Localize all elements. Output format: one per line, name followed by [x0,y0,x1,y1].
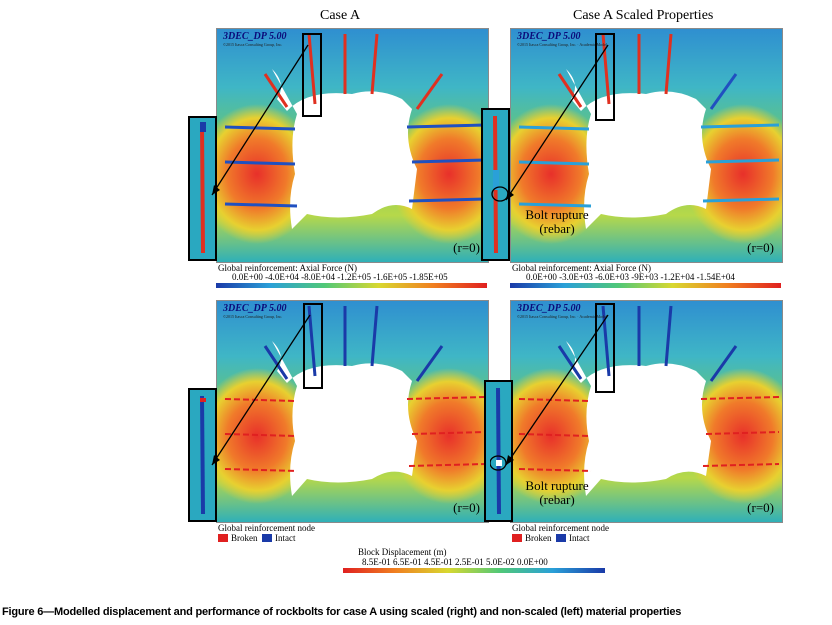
figure-caption: Figure 6—Modelled displacement and perfo… [2,606,682,618]
bolt-inset [484,380,513,522]
software-watermark: 3DEC_DP 5.00 [517,303,581,314]
axial-legend-ticks: 0.0E+00 -3.0E+03 -6.0E+03 -9E+03 -1.2E+0… [526,272,735,282]
panel-node-case-a: 3DEC_DP 5.00 ©2015 Itasca Consulting Gro… [216,300,489,523]
model-plot [217,29,488,262]
r-label: (r=0) [747,500,774,515]
bolt-rupture-type: (rebar) [539,221,575,236]
panel-axial-case-a-scaled: 3DEC_DP 5.00 ©2015 Itasca Consulting Gro… [510,28,783,263]
bolt-inset [188,388,217,522]
watermark-copyright: ©2015 Itasca Consulting Group, Inc. · Ac… [517,314,608,319]
r-label: (r=0) [453,500,480,515]
intact-label: Intact [275,533,296,543]
r-label: (r=0) [453,240,480,255]
pointer-arrow [211,44,309,196]
axial-legend-title: Global reinforcement: Axial Force (N) [512,263,651,273]
node-legend-items: Broken Intact [218,533,296,543]
broken-swatch [218,534,228,542]
axial-legend-title: Global reinforcement: Axial Force (N) [218,263,357,273]
bolt-selection-box [595,303,615,393]
block-colorbar [343,568,605,573]
node-legend-title: Global reinforcement node [512,523,609,533]
axial-colorbar [510,283,781,288]
broken-label: Broken [231,533,258,543]
bolt-selection-box [595,33,615,121]
pointer-arrow [491,44,609,202]
node-legend-title: Global reinforcement node [218,523,315,533]
software-watermark: 3DEC_DP 5.00 [223,303,287,314]
bolt-rupture-label: Bolt rupture [525,478,589,493]
intact-label: Intact [569,533,590,543]
intact-swatch [262,534,272,542]
software-watermark: 3DEC_DP 5.00 [223,31,287,42]
bolt-inset [188,116,217,261]
bolt-rupture-annotation: Bolt rupture (rebar) [512,208,602,236]
axial-legend-ticks: 0.0E+00 -4.0E+04 -8.0E+04 -1.2E+05 -1.6E… [232,272,448,282]
broken-label: Broken [525,533,552,543]
watermark-copyright: ©2015 Itasca Consulting Group, Inc. · Ac… [517,42,608,47]
intact-swatch [556,534,566,542]
bolt-rupture-type: (rebar) [539,492,575,507]
model-plot [217,301,488,522]
watermark-copyright: ©2015 Itasca Consulting Group, Inc. [223,42,283,47]
node-legend-items: Broken Intact [512,533,590,543]
watermark-copyright: ©2015 Itasca Consulting Group, Inc. [223,314,283,319]
pointer-arrow [211,314,311,466]
bolt-inset [481,108,510,261]
panel-node-case-a-scaled: 3DEC_DP 5.00 ©2015 Itasca Consulting Gro… [510,300,783,523]
model-plot [511,301,782,522]
panel-axial-case-a: 3DEC_DP 5.00 ©2015 Itasca Consulting Gro… [216,28,489,263]
axial-colorbar [216,283,487,288]
r-label: (r=0) [747,240,774,255]
bolt-selection-box [303,303,323,389]
bolt-rupture-label: Bolt rupture [525,207,589,222]
pointer-arrow [490,314,609,471]
block-legend-ticks: 8.5E-01 6.5E-01 4.5E-01 2.5E-01 5.0E-02 … [362,557,548,567]
broken-swatch [512,534,522,542]
title-case-a: Case A [320,8,361,23]
bolt-selection-box [302,33,322,117]
software-watermark: 3DEC_DP 5.00 [517,31,581,42]
title-case-a-scaled: Case A Scaled Properties [573,8,714,23]
bolt-rupture-annotation: Bolt rupture (rebar) [512,479,602,507]
block-legend-title: Block Displacement (m) [358,547,447,557]
model-plot [511,29,782,262]
